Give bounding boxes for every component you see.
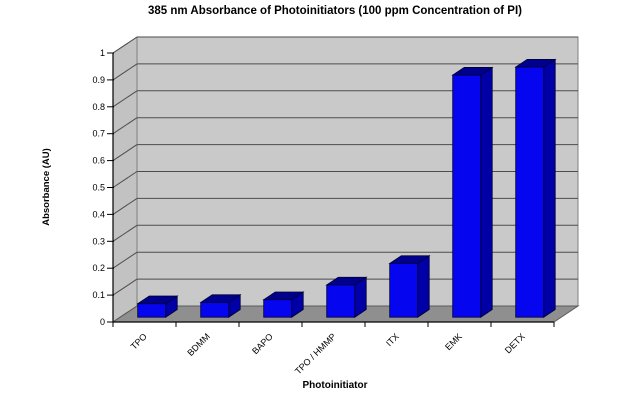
category-label: ITX [384, 331, 401, 348]
category-label: BAPO [250, 331, 275, 356]
y-tick-label: 0.3 [92, 236, 105, 246]
bar-TPO / HMMP-front [326, 284, 356, 318]
gridline-side [112, 63, 138, 81]
category-label: DETX [503, 331, 527, 355]
y-tick-label: 0.2 [92, 263, 105, 273]
gridline-side [112, 197, 138, 215]
y-tick-label: 0.6 [92, 156, 105, 166]
bar-ITX-side [417, 254, 430, 318]
bar-EMK-side [480, 66, 493, 318]
y-tick-label: 0.8 [92, 102, 105, 112]
y-tick-label: 0.9 [92, 75, 105, 85]
y-tick-label: 1 [100, 48, 105, 58]
gridline-side [112, 224, 138, 242]
bar-DETX-side [543, 58, 556, 318]
category-label: EMK [443, 331, 464, 352]
y-tick-label: 0 [100, 317, 105, 327]
category-label: BDMM [185, 331, 212, 358]
gridline-side [112, 171, 138, 188]
y-tick-label: 0.7 [92, 129, 105, 139]
gridline-side [112, 278, 138, 296]
gridline-side [112, 144, 138, 162]
bar-ITX-front [389, 262, 419, 318]
category-label: TPO [129, 331, 149, 351]
x-axis-title: Photoinitiator [302, 380, 368, 391]
category-label: TPO / HMMP [293, 331, 338, 376]
gridline-side [112, 251, 138, 269]
bar-DETX-front [515, 66, 545, 318]
bar-TPO-front [137, 303, 167, 318]
bar-EMK-front [452, 74, 482, 318]
bar-BDMM-front [200, 302, 230, 318]
gridline-side [112, 36, 138, 54]
gridline-side [112, 90, 138, 108]
bar-BAPO-front [263, 299, 293, 318]
y-tick-label: 0.5 [92, 183, 105, 193]
chart-title: 385 nm Absorbance of Photoinitiators (10… [147, 5, 522, 17]
y-tick-label: 0.1 [92, 290, 105, 300]
gridline-side [112, 117, 138, 135]
y-tick-label: 0.4 [92, 209, 105, 219]
